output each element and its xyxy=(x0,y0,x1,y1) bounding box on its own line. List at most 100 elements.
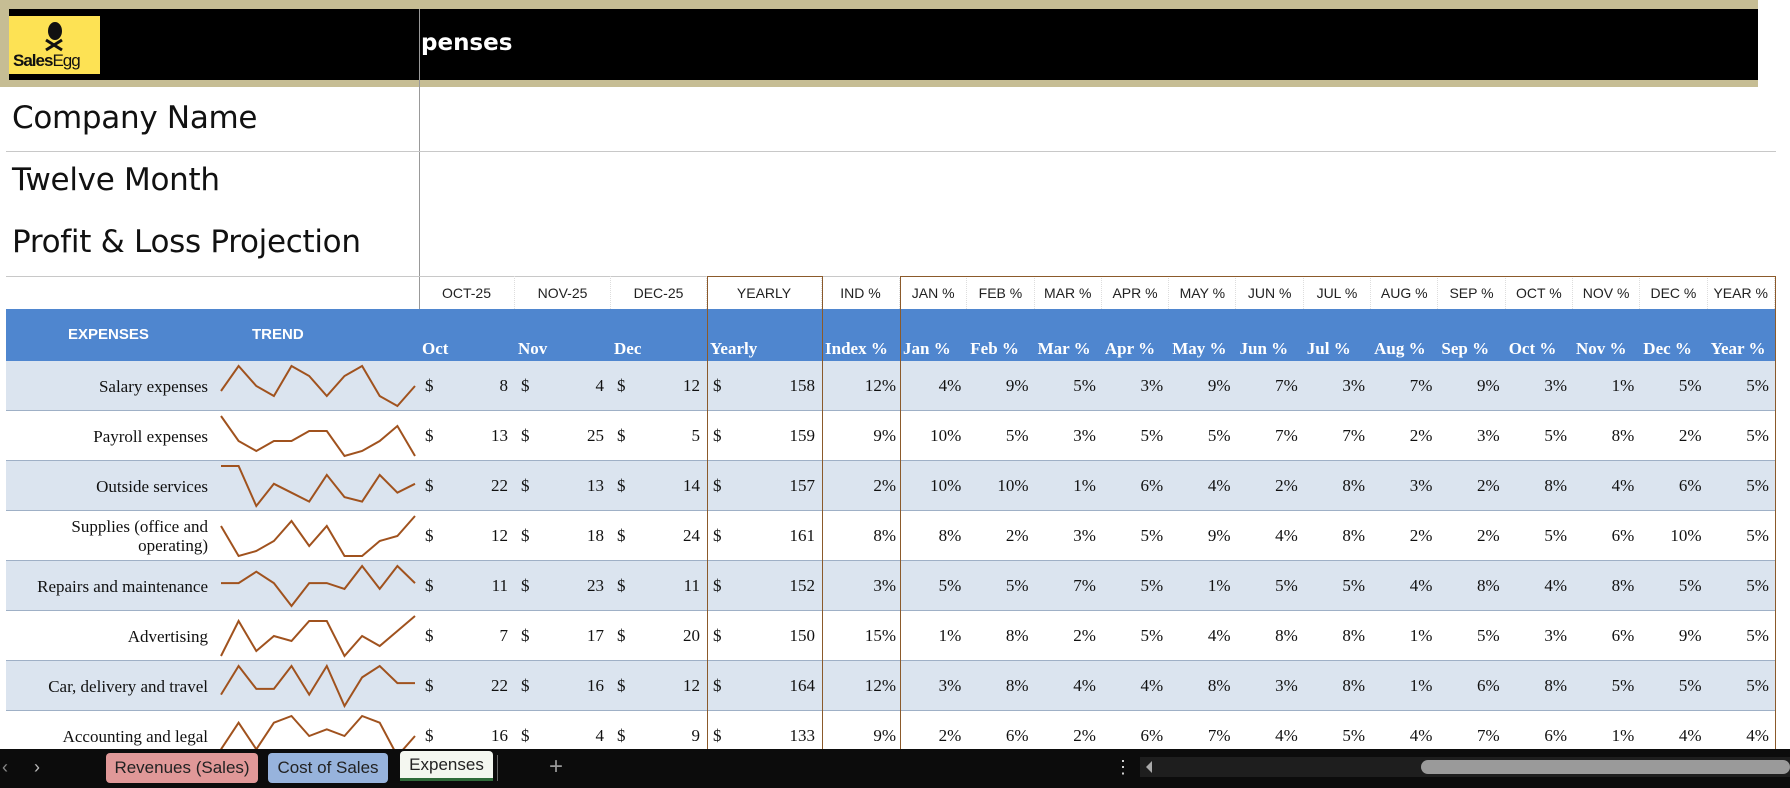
value-cell[interactable]: 152 xyxy=(789,576,816,595)
month-pct-cell[interactable]: 2% xyxy=(1073,726,1096,745)
value-cell[interactable]: 133 xyxy=(789,726,816,745)
value-cell[interactable]: 11 xyxy=(683,576,700,595)
month-pct-cell[interactable]: 2% xyxy=(1409,426,1433,445)
value-cell[interactable]: 159 xyxy=(789,426,816,445)
value-cell[interactable]: 17 xyxy=(587,626,604,645)
month-pct-cell[interactable]: 7% xyxy=(1342,426,1366,445)
month-pct-cell[interactable]: 4% xyxy=(1544,576,1567,595)
month-pct-cell[interactable]: 8% xyxy=(1207,676,1231,695)
month-pct-cell[interactable]: 6% xyxy=(1005,726,1029,745)
value-cell[interactable]: 158 xyxy=(789,376,816,395)
value-cell[interactable]: 8 xyxy=(499,376,509,395)
month-pct-cell[interactable]: 8% xyxy=(1342,676,1366,695)
month-pct-cell[interactable]: 6% xyxy=(1140,476,1164,495)
month-pct-cell[interactable]: 5% xyxy=(1140,526,1164,545)
month-pct-cell[interactable]: 2% xyxy=(938,726,962,745)
month-pct-cell[interactable]: 5% xyxy=(1746,376,1769,395)
value-cell[interactable]: 16 xyxy=(491,726,508,745)
month-pct-cell[interactable]: 3% xyxy=(1544,376,1567,395)
tab-cost-of-sales[interactable]: Cost of Sales xyxy=(268,753,388,783)
value-cell[interactable]: 7 xyxy=(499,626,509,645)
month-pct-cell[interactable]: 1% xyxy=(1207,576,1231,595)
value-cell[interactable]: 22 xyxy=(491,676,508,695)
month-pct-cell[interactable]: 10% xyxy=(1670,526,1702,545)
index-pct-cell[interactable]: 3% xyxy=(873,576,896,595)
month-pct-cell[interactable]: 4% xyxy=(938,376,962,395)
month-pct-cell[interactable]: 5% xyxy=(1005,426,1029,445)
index-pct-cell[interactable]: 9% xyxy=(873,726,896,745)
month-pct-cell[interactable]: 6% xyxy=(1477,676,1500,695)
month-pct-cell[interactable]: 4% xyxy=(1746,726,1769,745)
more-options-icon[interactable]: ⋮ xyxy=(1114,757,1132,777)
value-cell[interactable]: 12 xyxy=(683,376,700,395)
month-pct-cell[interactable]: 5% xyxy=(1746,526,1769,545)
value-cell[interactable]: 16 xyxy=(587,676,604,695)
horizontal-scrollbar[interactable] xyxy=(1140,757,1790,777)
month-pct-cell[interactable]: 5% xyxy=(1073,376,1096,395)
value-cell[interactable]: 12 xyxy=(683,676,700,695)
month-pct-cell[interactable]: 5% xyxy=(1005,576,1029,595)
month-pct-cell[interactable]: 9% xyxy=(1678,626,1702,645)
row-label[interactable]: Supplies (office and operating) xyxy=(71,517,208,555)
month-pct-cell[interactable]: 8% xyxy=(1005,626,1029,645)
month-pct-cell[interactable]: 1% xyxy=(1611,726,1635,745)
month-pct-cell[interactable]: 2% xyxy=(1275,476,1298,495)
value-cell[interactable]: 23 xyxy=(587,576,604,595)
value-cell[interactable]: 4 xyxy=(595,726,605,745)
month-pct-cell[interactable]: 8% xyxy=(1477,576,1500,595)
value-cell[interactable]: 157 xyxy=(789,476,816,495)
month-pct-cell[interactable]: 5% xyxy=(1477,626,1500,645)
month-pct-cell[interactable]: 8% xyxy=(1342,526,1366,545)
month-pct-cell[interactable]: 5% xyxy=(1544,526,1567,545)
value-cell[interactable]: 5 xyxy=(691,426,701,445)
value-cell[interactable]: 11 xyxy=(491,576,508,595)
month-pct-cell[interactable]: 8% xyxy=(1342,476,1366,495)
month-pct-cell[interactable]: 10% xyxy=(997,476,1029,495)
month-pct-cell[interactable]: 9% xyxy=(1207,376,1231,395)
month-pct-cell[interactable]: 6% xyxy=(1611,526,1635,545)
scroll-left-icon[interactable] xyxy=(1146,761,1152,773)
row-label[interactable]: Car, delivery and travel xyxy=(48,676,208,696)
month-pct-cell[interactable]: 7% xyxy=(1409,376,1433,395)
month-pct-cell[interactable]: 10% xyxy=(930,426,962,445)
month-pct-cell[interactable]: 5% xyxy=(1746,426,1769,445)
month-pct-cell[interactable]: 5% xyxy=(1207,426,1231,445)
month-pct-cell[interactable]: 5% xyxy=(1678,576,1702,595)
month-pct-cell[interactable]: 5% xyxy=(1275,576,1298,595)
index-pct-cell[interactable]: 8% xyxy=(873,526,896,545)
month-pct-cell[interactable]: 3% xyxy=(1544,626,1567,645)
month-pct-cell[interactable]: 2% xyxy=(1678,426,1702,445)
month-pct-cell[interactable]: 6% xyxy=(1611,626,1635,645)
month-pct-cell[interactable]: 9% xyxy=(1477,376,1500,395)
value-cell[interactable]: 25 xyxy=(587,426,604,445)
month-pct-cell[interactable]: 4% xyxy=(1207,626,1231,645)
row-label[interactable]: Advertising xyxy=(127,626,208,646)
month-pct-cell[interactable]: 4% xyxy=(1409,576,1433,595)
month-pct-cell[interactable]: 4% xyxy=(1140,676,1164,695)
month-pct-cell[interactable]: 8% xyxy=(1611,426,1635,445)
month-pct-cell[interactable]: 8% xyxy=(1544,476,1567,495)
value-cell[interactable]: 9 xyxy=(691,726,701,745)
month-pct-cell[interactable]: 3% xyxy=(1342,376,1366,395)
tab-expenses[interactable]: Expenses xyxy=(400,751,493,781)
month-pct-cell[interactable]: 7% xyxy=(1477,726,1500,745)
add-sheet-button[interactable]: + xyxy=(549,753,564,780)
row-label[interactable]: Outside services xyxy=(96,476,208,496)
month-pct-cell[interactable]: 7% xyxy=(1275,426,1298,445)
month-pct-cell[interactable]: 3% xyxy=(938,676,962,695)
month-pct-cell[interactable]: 4% xyxy=(1207,476,1231,495)
company-name[interactable]: Company Name xyxy=(12,100,258,136)
month-pct-cell[interactable]: 7% xyxy=(1073,576,1096,595)
month-pct-cell[interactable]: 5% xyxy=(1611,676,1635,695)
month-pct-cell[interactable]: 6% xyxy=(1544,726,1567,745)
month-pct-cell[interactable]: 1% xyxy=(1409,626,1433,645)
month-pct-cell[interactable]: 1% xyxy=(1073,476,1096,495)
month-pct-cell[interactable]: 5% xyxy=(1746,676,1769,695)
month-pct-cell[interactable]: 5% xyxy=(1342,726,1366,745)
scrollbar-thumb[interactable] xyxy=(1421,760,1790,774)
month-pct-cell[interactable]: 7% xyxy=(1207,726,1231,745)
month-pct-cell[interactable]: 3% xyxy=(1073,526,1096,545)
index-pct-cell[interactable]: 2% xyxy=(873,476,896,495)
value-cell[interactable]: 24 xyxy=(683,526,700,545)
month-pct-cell[interactable]: 2% xyxy=(1005,526,1029,545)
